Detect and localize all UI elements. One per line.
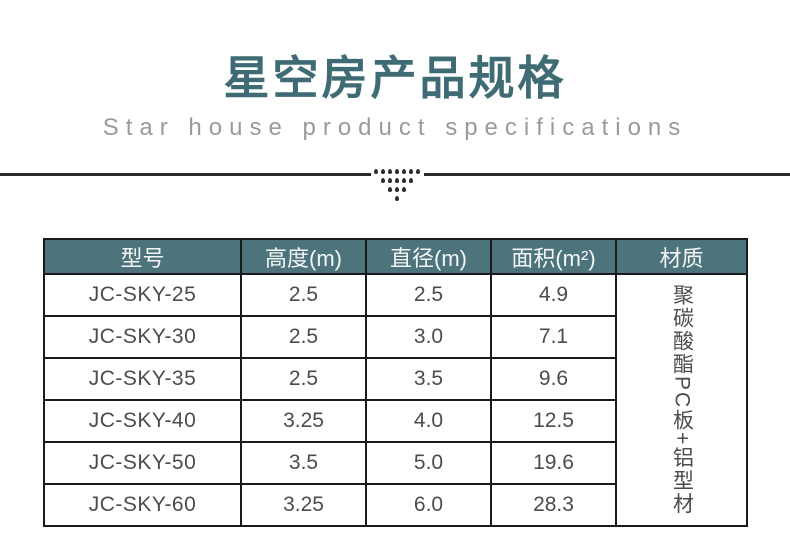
header-diameter: 直径(m) (365, 238, 492, 275)
cell-area: 19.6 (490, 441, 617, 485)
table-row: JC-SKY-40 3.25 4.0 12.5 (43, 399, 747, 443)
cell-diameter: 5.0 (365, 441, 492, 485)
dot-row (374, 169, 420, 174)
table-row: JC-SKY-50 3.5 5.0 19.6 (43, 441, 747, 485)
divider-line-left (0, 173, 371, 176)
cell-diameter: 2.5 (365, 273, 492, 317)
cell-area: 9.6 (490, 357, 617, 401)
page-title: 星空房产品规格 (223, 52, 567, 104)
header-material: 材质 (615, 238, 748, 275)
table-row: JC-SKY-60 3.25 6.0 28.3 (43, 483, 747, 527)
cell-model: JC-SKY-60 (43, 483, 242, 527)
table-row: JC-SKY-30 2.5 3.0 7.1 (43, 315, 747, 359)
cell-area: 4.9 (490, 273, 617, 317)
cell-model: JC-SKY-25 (43, 273, 242, 317)
page-subtitle: Star house product specifications (102, 114, 688, 141)
table-header-row: 型号 高度(m) 直径(m) 面积(m²) 材质 (43, 238, 748, 275)
cell-height: 3.25 (240, 399, 367, 443)
cell-area: 7.1 (490, 315, 617, 359)
cell-model: JC-SKY-40 (43, 399, 242, 443)
cell-diameter: 6.0 (365, 483, 492, 527)
dot-row (381, 178, 413, 183)
table-row: JC-SKY-35 2.5 3.5 9.6 (43, 357, 747, 401)
divider-dots-triangle-icon (357, 169, 437, 201)
cell-diameter: 4.0 (365, 399, 492, 443)
cell-diameter: 3.0 (365, 315, 492, 359)
cell-model: JC-SKY-30 (43, 315, 242, 359)
cell-area: 12.5 (490, 399, 617, 443)
cell-height: 2.5 (240, 357, 367, 401)
divider-line-right (424, 173, 790, 176)
product-spec-table: 型号 高度(m) 直径(m) 面积(m²) 材质 JC-SKY-25 2.5 2… (43, 238, 748, 527)
header-height: 高度(m) (240, 238, 367, 275)
cell-model: JC-SKY-50 (43, 441, 242, 485)
cell-height: 3.5 (240, 441, 367, 485)
cell-diameter: 3.5 (365, 357, 492, 401)
header-area: 面积(m²) (490, 238, 617, 275)
dot-row (395, 196, 399, 201)
cell-height: 2.5 (240, 315, 367, 359)
cell-material: 聚碳酸酯PC板+铝型材 (615, 273, 748, 527)
table-row: JC-SKY-25 2.5 2.5 4.9 聚碳酸酯PC板+铝型材 (43, 273, 748, 527)
cell-height: 3.25 (240, 483, 367, 527)
cell-model: JC-SKY-35 (43, 357, 242, 401)
header-model: 型号 (43, 238, 242, 275)
cell-area: 28.3 (490, 483, 617, 527)
cell-height: 2.5 (240, 273, 367, 317)
dot-row (388, 187, 406, 192)
